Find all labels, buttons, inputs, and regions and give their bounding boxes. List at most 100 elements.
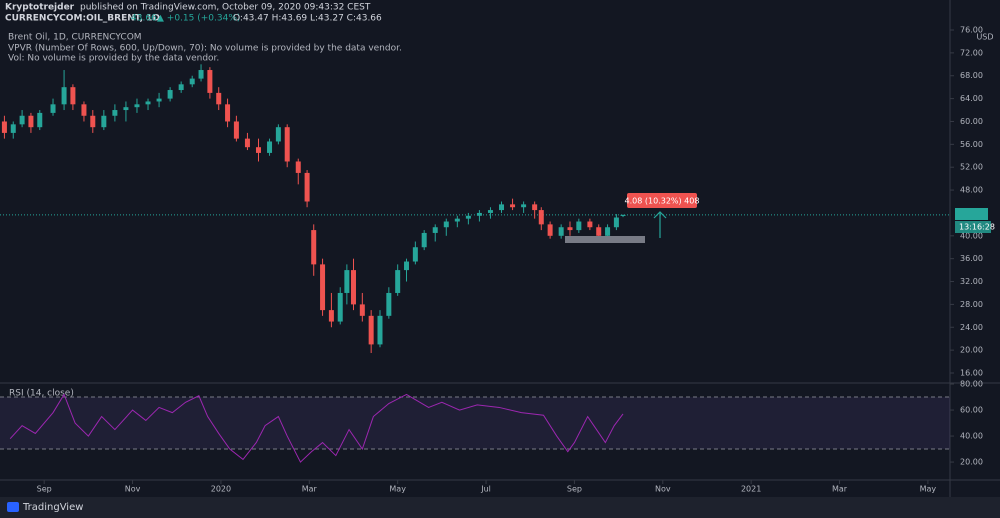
x-tick-label: 2021 [741, 485, 761, 494]
candle-body [189, 78, 195, 85]
candle-body [576, 221, 582, 231]
candle-body [156, 98, 162, 102]
candle-body [368, 315, 374, 345]
candle-body [532, 204, 538, 211]
x-tick-label: Jul [480, 485, 491, 494]
y-tick-label: 40.00 [960, 231, 983, 240]
candle-body [37, 112, 43, 128]
candle-body [81, 104, 87, 116]
candle-body [386, 292, 392, 316]
y-tick-label: 76.00 [960, 26, 983, 35]
candle-body [337, 292, 343, 322]
candle-body [412, 247, 418, 262]
support-zone [565, 236, 645, 243]
candle-body [432, 227, 438, 233]
y-tick-label: 36.00 [960, 254, 983, 263]
candle-body [50, 104, 56, 113]
candle-body [19, 115, 25, 125]
x-tick-label: May [920, 485, 937, 494]
candle-body [421, 232, 427, 248]
candle-body [167, 90, 173, 99]
candle-body [70, 87, 76, 105]
candle-body [90, 115, 96, 128]
candle-body [567, 227, 573, 231]
y-tick-label: 72.00 [960, 48, 983, 57]
candle-body [605, 227, 611, 236]
candle-body [112, 110, 118, 116]
y-tick-label: 20.00 [960, 458, 983, 467]
candle-body [350, 270, 356, 305]
rsi-band [0, 397, 950, 450]
candle-body [499, 204, 505, 211]
candle-body [596, 227, 602, 236]
rsi-title: RSI (14, close) [9, 389, 74, 399]
y-tick-label: 64.00 [960, 94, 983, 103]
footer-bar [0, 497, 1000, 518]
candle-body [395, 270, 401, 293]
candle-body [61, 87, 67, 105]
candle-body [521, 204, 527, 208]
y-tick-label: 24.00 [960, 323, 983, 332]
y-tick-label: 48.00 [960, 186, 983, 195]
vol: Vol: No volume is provided by the data v… [8, 54, 219, 64]
candle-body [377, 315, 383, 345]
y-tick-label: 60.00 [960, 406, 983, 415]
y-tick-label: 56.00 [960, 140, 983, 149]
x-tick-label: May [389, 485, 406, 494]
footer-brand: TradingView [22, 502, 83, 513]
symbol: CURRENCYCOM:OIL_BRENT, 1D [5, 14, 160, 24]
candle-body [207, 70, 213, 93]
candle-body [344, 270, 350, 293]
candle-body [510, 204, 516, 208]
candle-body [123, 107, 129, 111]
candle-body [28, 115, 34, 128]
y-tick-label: 68.00 [960, 71, 983, 80]
candle-body [101, 115, 107, 128]
currency: USD [976, 33, 993, 42]
footer-logo [7, 502, 19, 512]
rsi-line [9, 393, 624, 463]
countdown: 13:16:28 [959, 223, 995, 232]
candle-body [267, 141, 273, 153]
candle-body [304, 172, 310, 202]
candle-body [328, 310, 334, 322]
legend-title: Brent Oil, 1D, CURRENCYCOM [8, 33, 142, 43]
ohlc: O:43.47 H:43.69 L:43.27 C:43.66 [233, 14, 382, 24]
x-tick-label: Nov [125, 485, 141, 494]
candle-body [10, 124, 16, 133]
x-tick-label: Mar [832, 485, 848, 494]
x-tick-label: Nov [655, 485, 671, 494]
candle-body [311, 230, 317, 265]
candle-body [558, 227, 564, 236]
y-tick-label: 32.00 [960, 277, 983, 286]
y-tick-label: 20.00 [960, 346, 983, 355]
candle-body [587, 221, 593, 228]
candle-body [454, 218, 460, 222]
candle-body [465, 215, 471, 219]
candle-body [359, 304, 365, 316]
candle-body [216, 92, 222, 105]
x-tick-label: Sep [37, 485, 52, 494]
candle-body [620, 214, 626, 216]
candle-body [145, 101, 151, 105]
candle-body [404, 261, 410, 271]
candle-body [225, 104, 231, 122]
candle-body [134, 104, 140, 108]
candle-body [233, 121, 239, 139]
x-tick-label: Sep [567, 485, 582, 494]
candle-body [255, 147, 261, 153]
candle-body [1, 121, 7, 133]
measure-box [627, 193, 697, 208]
candle-body [244, 138, 250, 148]
author: Kryptotrejder [5, 3, 75, 13]
candle-body [284, 127, 290, 162]
y-tick-label: 16.00 [960, 368, 983, 377]
candle-body [476, 212, 482, 216]
x-tick-label: Mar [302, 485, 318, 494]
y-tick-label: 60.00 [960, 117, 983, 126]
y-tick-label: 28.00 [960, 300, 983, 309]
candle-body [178, 84, 184, 91]
measure-arrow-head [653, 211, 667, 219]
vpvr: VPVR (Number Of Rows, 600, Up/Down, 70):… [8, 44, 402, 54]
